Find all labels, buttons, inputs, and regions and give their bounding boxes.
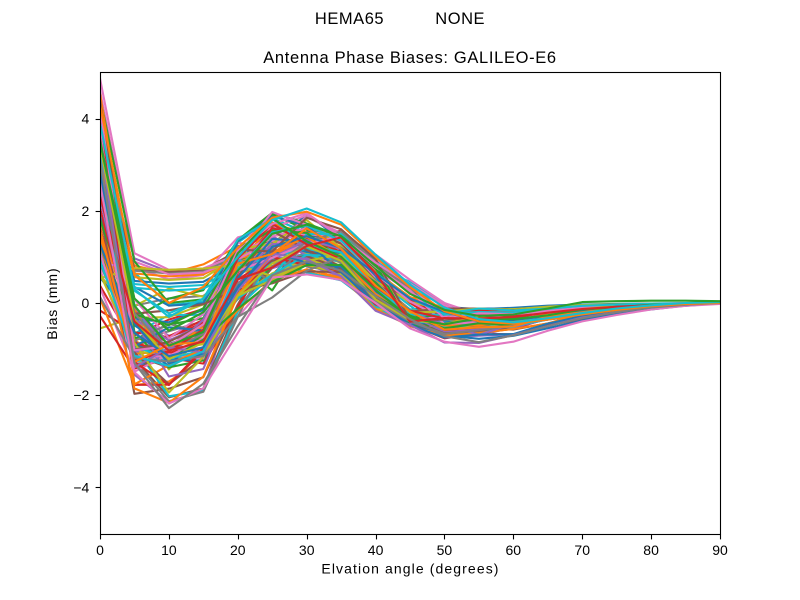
svg-text:HEMA65 NONE: HEMA65 NONE	[315, 10, 485, 28]
svg-text:20: 20	[230, 542, 246, 558]
svg-text:4: 4	[82, 111, 90, 127]
svg-text:Bias (mm): Bias (mm)	[44, 267, 60, 339]
svg-text:0: 0	[82, 295, 90, 311]
svg-text:70: 70	[574, 542, 590, 558]
svg-text:2: 2	[82, 203, 90, 219]
svg-text:90: 90	[712, 542, 728, 558]
svg-text:40: 40	[368, 542, 384, 558]
svg-text:−4: −4	[73, 479, 89, 495]
svg-text:−2: −2	[73, 387, 89, 403]
svg-text:30: 30	[299, 542, 315, 558]
svg-text:0: 0	[96, 542, 104, 558]
svg-text:Elvation angle (degrees): Elvation angle (degrees)	[321, 561, 499, 577]
svg-text:80: 80	[643, 542, 659, 558]
svg-text:50: 50	[437, 542, 453, 558]
svg-text:60: 60	[506, 542, 522, 558]
svg-text:Antenna Phase Biases: GALILEO-: Antenna Phase Biases: GALILEO-E6	[263, 49, 557, 67]
svg-text:10: 10	[161, 542, 177, 558]
